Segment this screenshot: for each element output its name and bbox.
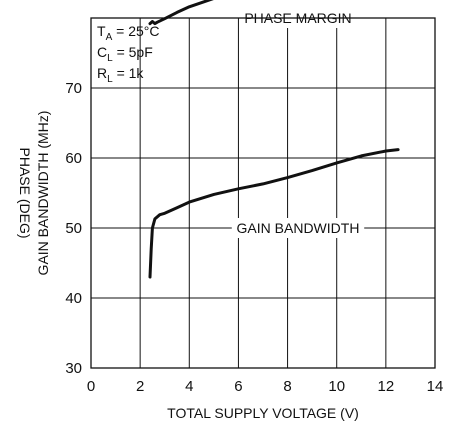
x-tick-label: 8 [283,378,291,395]
gain-bandwidth-curve [148,148,400,279]
y-tick-label: 70 [65,80,82,97]
gain-bandwidth-label-bg [231,218,365,238]
plot-frame [90,17,436,369]
condition-cl: CL = 5pF [97,44,153,64]
grid [91,18,435,368]
condition-rl: RL = 1k [97,65,144,85]
x-tick-label: 2 [136,378,144,395]
x-tick-label: 12 [378,378,395,395]
y-axis-title-outer: PHASE (DEG) [17,147,33,238]
y-tick-label: 60 [65,150,82,167]
y-tick-label: 50 [65,220,82,237]
y-tick-label: 30 [65,360,82,377]
curves [148,0,400,279]
tick-labels: 0 2 4 6 8 10 12 14 30 40 50 60 70 [65,80,443,395]
x-tick-label: 0 [87,378,95,395]
y-axis-title-inner: GAIN BANDWIDTH (MHz) [35,111,51,276]
x-tick-label: 14 [427,378,444,395]
y-tick-label: 40 [65,290,82,307]
x-tick-label: 10 [328,378,345,395]
x-axis-title: TOTAL SUPPLY VOLTAGE (V) [167,405,359,421]
gain-bandwidth-label: GAIN BANDWIDTH [237,220,360,236]
condition-ta: TA = 25°C [97,23,159,43]
x-tick-label: 6 [234,378,242,395]
x-tick-label: 4 [185,378,193,395]
conditions-box: TA = 25°C CL = 5pF RL = 1k [97,23,159,85]
phase-margin-curve [148,0,214,26]
